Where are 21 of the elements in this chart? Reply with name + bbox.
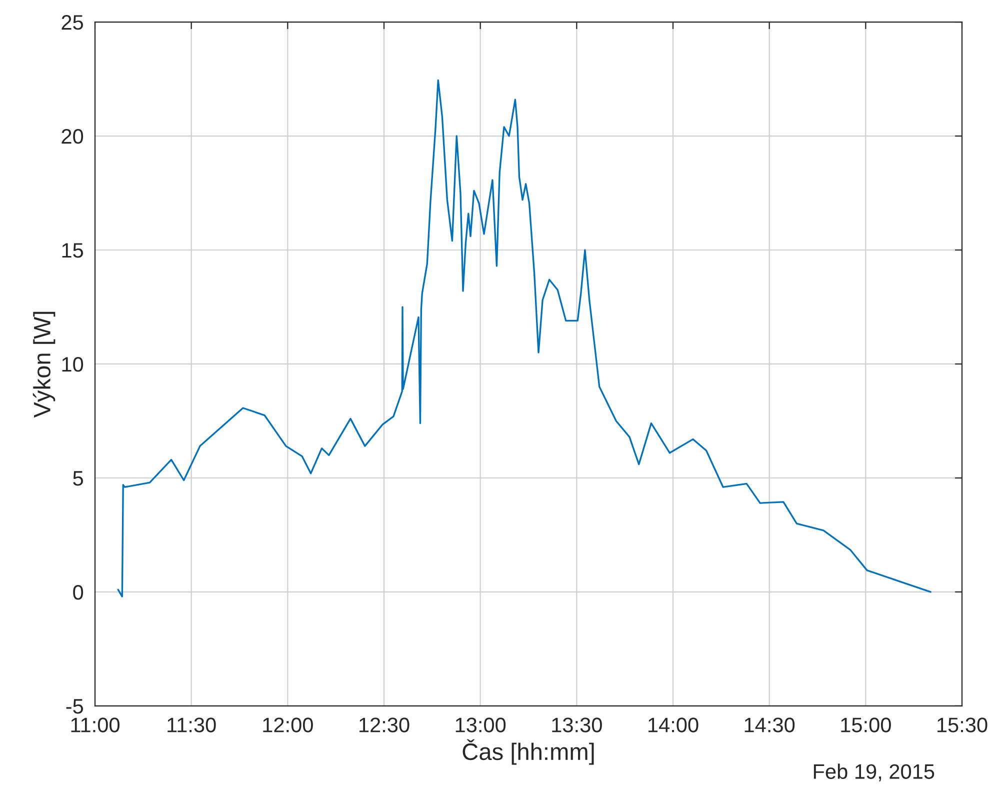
x-axis-title: Čas [hh:mm] — [462, 739, 594, 765]
x-tick-label: 12:30 — [360, 718, 410, 732]
x-tick-label: 13:30 — [552, 718, 602, 732]
y-tick-label: 0 — [73, 584, 84, 600]
text: Feb 19, 2015 — [814, 764, 934, 782]
y-tick-label: 25 — [62, 15, 84, 30]
x-tick-label: 12:00 — [263, 718, 313, 732]
line-series — [117, 79, 932, 598]
x-tick-label: 11:00 — [71, 718, 120, 732]
y-axis-title: Výkon [W] — [32, 312, 56, 418]
x-tick-label: 13:00 — [456, 718, 506, 732]
x-tick-label: 11:30 — [168, 718, 216, 732]
y-tick-label: -5 — [66, 699, 84, 714]
y-tick-label: 20 — [62, 129, 84, 144]
x-tick-label: 14:00 — [648, 718, 698, 732]
y-tick-label: 15 — [62, 243, 84, 258]
x-tick-label: 14:30 — [744, 718, 795, 732]
y-tick-label: 5 — [73, 471, 84, 486]
y-tick-label: 10 — [62, 356, 84, 372]
x-tick-label: 15:00 — [841, 718, 891, 732]
x-tick-label: 15:30 — [938, 718, 988, 732]
